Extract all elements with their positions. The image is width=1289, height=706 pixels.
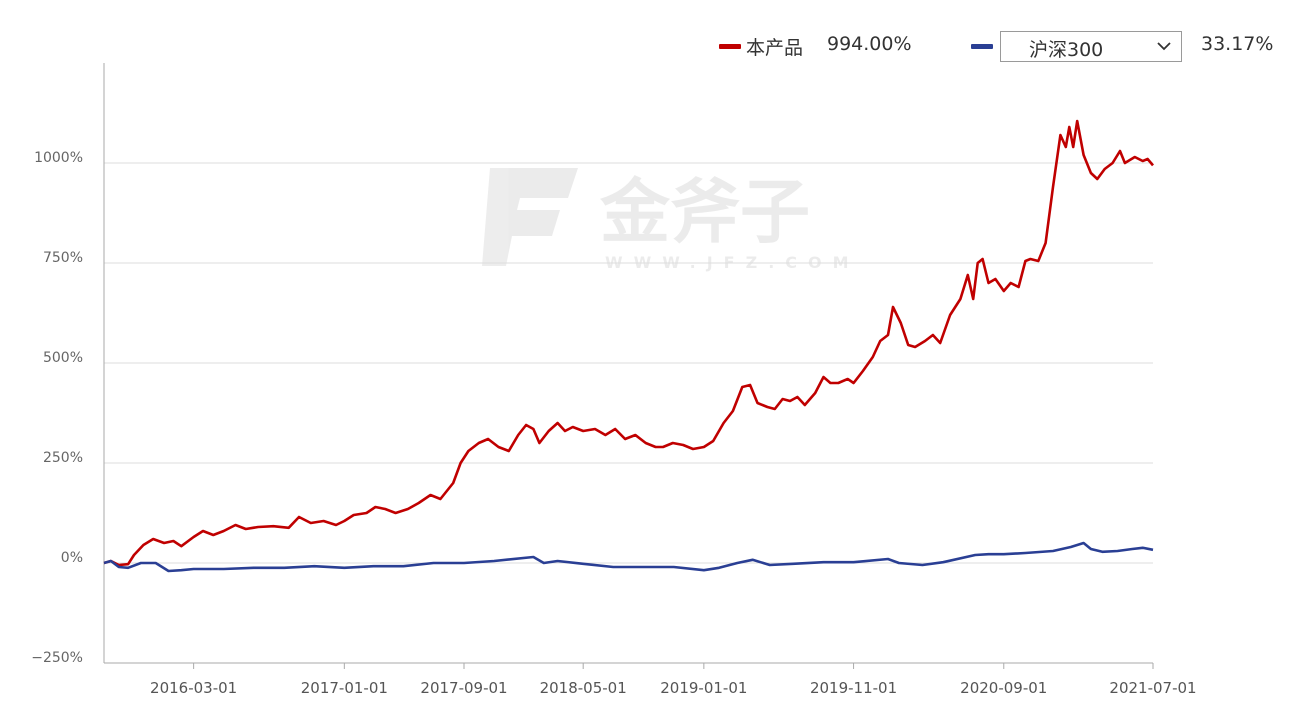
x-tick-label: 2019-11-01: [810, 679, 897, 697]
legend: 本产品 994.00% 沪深300 33.17%: [0, 30, 1289, 64]
y-tick-label: 250%: [43, 450, 83, 466]
x-tick-label: 2017-09-01: [420, 679, 507, 697]
x-tick-label: 2017-01-01: [301, 679, 388, 697]
y-tick-label: 750%: [43, 250, 83, 266]
y-axis-ticks: 1000% 750% 500% 250% 0% −250%: [31, 150, 83, 666]
watermark: 金斧子 WWW.JFZ.COM: [482, 168, 849, 272]
y-tick-label: −250%: [31, 650, 83, 666]
y-tick-label: 1000%: [34, 150, 83, 166]
series-line-benchmark: [103, 541, 1154, 573]
watermark-text: 金斧子: [599, 171, 810, 253]
x-tick-label: 2020-09-01: [960, 679, 1047, 697]
legend-benchmark-value: 33.17%: [1201, 33, 1274, 55]
x-tick-label: 2019-01-01: [660, 679, 747, 697]
benchmark-select-value: 沪深300: [1029, 39, 1104, 61]
legend-product-label: 本产品: [746, 37, 804, 59]
benchmark-select[interactable]: 沪深300: [1000, 31, 1182, 62]
series-lines: [103, 119, 1154, 573]
watermark-logo-icon: [482, 168, 578, 266]
chevron-down-icon: [1157, 42, 1171, 51]
y-tick-label: 500%: [43, 350, 83, 366]
legend-product-swatch: [719, 44, 741, 49]
legend-product-value: 994.00%: [827, 33, 912, 55]
series-line-product: [103, 119, 1154, 567]
grid-lines: [104, 162, 1153, 564]
y-tick-label: 0%: [61, 550, 83, 566]
x-tick-label: 2018-05-01: [540, 679, 627, 697]
x-axis-ticks: 2016-03-01 2017-01-01 2017-09-01 2018-05-01…: [150, 663, 1197, 697]
x-tick-label: 2016-03-01: [150, 679, 237, 697]
x-tick-label: 2021-07-01: [1109, 679, 1196, 697]
legend-benchmark-swatch: [971, 44, 993, 49]
